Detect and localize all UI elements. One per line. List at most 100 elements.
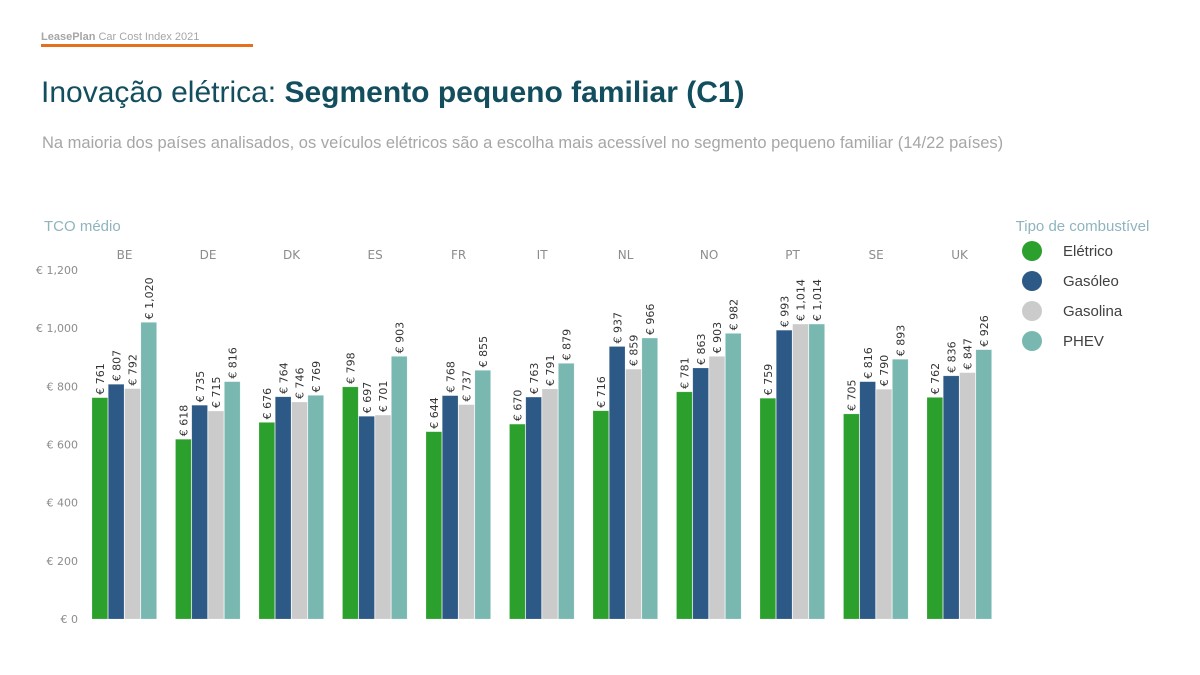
data-label: € 966 <box>644 304 657 336</box>
bar-phev-se <box>892 359 909 620</box>
data-label: € 716 <box>595 376 608 408</box>
data-label: € 982 <box>728 299 741 331</box>
title-normal: Inovação elétrica: <box>41 76 285 109</box>
category-label: SE <box>868 248 883 262</box>
legend-label: Elétrico <box>1063 242 1114 260</box>
brand-accent-line <box>41 44 253 47</box>
data-label: € 763 <box>528 363 541 395</box>
bar-phev-pt <box>808 323 825 620</box>
bar-elétrico-es <box>342 386 359 620</box>
data-label: € 1,014 <box>811 279 824 321</box>
bar-elétrico-dk <box>258 422 275 620</box>
legend-item-gasolina: Gasolina <box>1015 296 1155 326</box>
data-label: € 903 <box>394 322 407 354</box>
legend-swatch-icon <box>1022 241 1042 261</box>
bar-gasóleo-fr <box>442 395 459 620</box>
data-label: € 670 <box>512 390 525 422</box>
legend: Tipo de combustível Elétrico Gasóleo Gasol… <box>1015 217 1155 356</box>
data-label: € 937 <box>611 312 624 344</box>
brand-name: LeasePlan <box>41 31 96 43</box>
data-label: € 762 <box>929 363 942 395</box>
data-label: € 855 <box>477 336 490 368</box>
y-tick-label: € 400 <box>47 497 79 510</box>
bar-phev-uk <box>975 349 992 620</box>
bar-phev-nl <box>641 337 658 620</box>
legend-label: PHEV <box>1063 332 1104 350</box>
bar-gasóleo-it <box>525 396 542 620</box>
bar-elétrico-de <box>175 439 192 620</box>
page-subtitle: Na maioria dos países analisados, os veí… <box>42 134 1004 152</box>
bar-phev-be <box>140 322 157 620</box>
category-label: DK <box>283 248 301 262</box>
y-tick-label: € 200 <box>47 555 79 568</box>
bar-phev-fr <box>474 370 491 620</box>
bar-phev-it <box>558 363 575 620</box>
data-label: € 768 <box>444 361 457 393</box>
data-label: € 705 <box>846 379 859 411</box>
bar-gasóleo-nl <box>609 346 626 620</box>
data-label: € 697 <box>361 382 374 414</box>
data-label: € 781 <box>679 357 692 389</box>
bar-gasolina-no <box>708 356 726 620</box>
bar-gasolina-nl <box>625 368 642 620</box>
data-label: € 764 <box>277 362 290 394</box>
data-label: € 759 <box>762 364 775 396</box>
bar-phev-es <box>391 356 408 620</box>
brand-subtitle: Car Cost Index 2021 <box>95 31 200 43</box>
legend-swatch-icon <box>1022 271 1042 291</box>
data-label: € 836 <box>945 341 958 373</box>
data-label: € 769 <box>310 361 323 393</box>
bar-elétrico-nl <box>592 410 609 620</box>
legend-items: Elétrico Gasóleo Gasolina PHEV <box>1015 236 1155 356</box>
y-tick-label: € 1,000 <box>36 322 78 335</box>
bar-phev-dk <box>307 395 324 620</box>
data-label: € 790 <box>878 355 891 387</box>
bar-elétrico-uk <box>926 397 943 620</box>
title-bold: Segmento pequeno familiar (C1) <box>284 76 745 109</box>
category-label: DE <box>200 248 217 262</box>
bar-gasóleo-be <box>108 384 125 620</box>
data-label: € 701 <box>377 381 390 413</box>
bar-elétrico-pt <box>759 398 776 620</box>
data-label: € 816 <box>227 347 240 379</box>
y-tick-label: € 600 <box>47 439 79 452</box>
bar-gasóleo-dk <box>275 396 292 620</box>
bar-gasolina-uk <box>959 372 976 620</box>
bar-gasóleo-no <box>692 367 709 620</box>
data-label: € 807 <box>110 350 123 382</box>
legend-swatch-icon <box>1022 331 1042 351</box>
data-label: € 1,014 <box>795 279 808 321</box>
category-label: FR <box>451 248 466 262</box>
bar-gasóleo-se <box>859 381 876 620</box>
bar-phev-de <box>224 381 241 620</box>
bar-gasóleo-pt <box>776 329 793 620</box>
data-label: € 1,020 <box>143 277 156 319</box>
category-label: BE <box>117 248 133 262</box>
brand-header: LeasePlan Car Cost Index 2021 <box>41 31 199 43</box>
bar-elétrico-se <box>843 413 860 620</box>
data-label: € 903 <box>711 322 724 354</box>
bar-elétrico-it <box>509 423 526 620</box>
bar-phev-no <box>725 333 742 620</box>
data-label: € 735 <box>194 371 207 403</box>
data-label: € 791 <box>544 354 557 386</box>
data-label: € 926 <box>978 315 991 347</box>
data-label: € 893 <box>895 325 908 357</box>
legend-label: Gasolina <box>1063 302 1123 320</box>
bar-gasóleo-de <box>191 404 208 620</box>
data-label: € 798 <box>345 352 358 384</box>
bar-gasolina-dk <box>291 401 308 620</box>
category-label: UK <box>951 248 969 262</box>
data-label: € 993 <box>778 296 791 328</box>
y-tick-label: € 1,200 <box>36 264 78 277</box>
legend-item-phev: PHEV <box>1015 326 1155 356</box>
bar-gasolina-es <box>374 414 392 620</box>
category-label: ES <box>367 248 382 262</box>
bar-elétrico-be <box>91 397 108 620</box>
bar-gasolina-se <box>875 388 893 620</box>
data-label: € 644 <box>428 397 441 429</box>
bar-gasolina-pt <box>792 323 809 620</box>
legend-item-elétrico: Elétrico <box>1015 236 1155 266</box>
category-label: PT <box>785 248 800 262</box>
